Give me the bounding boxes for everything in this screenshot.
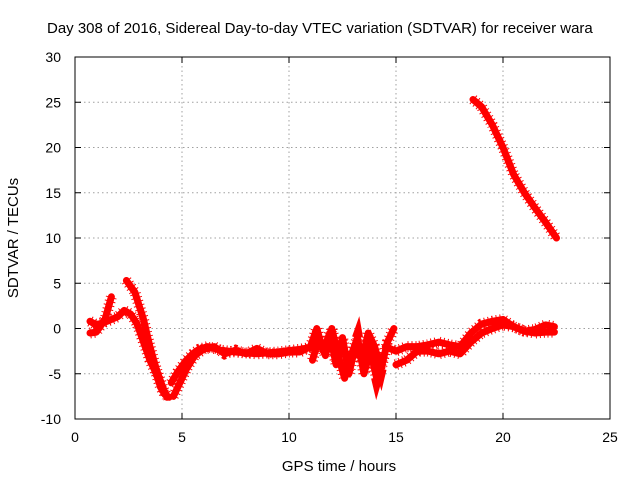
x-axis-label: GPS time / hours	[282, 458, 396, 475]
x-tick-label: 20	[495, 429, 511, 445]
y-tick-label: 20	[45, 140, 61, 156]
y-axis-label: SDTVAR / TECUs	[5, 178, 22, 298]
y-tick-label: 30	[45, 49, 61, 65]
y-tick-label: 0	[53, 321, 61, 337]
x-tick-label: 10	[281, 429, 297, 445]
series-band-g-markers	[307, 316, 389, 401]
series-band-e-markers	[166, 340, 312, 386]
y-tick-label: 10	[45, 230, 61, 246]
x-tick-label: 5	[178, 429, 186, 445]
chart-title: Day 308 of 2016, Sidereal Day-to-day VTE…	[47, 20, 593, 37]
x-tick-label: 0	[71, 429, 79, 445]
series-band-b	[86, 293, 115, 337]
series-band-c	[122, 277, 171, 401]
x-tick-label: 15	[388, 429, 404, 445]
series-band-i-markers	[393, 319, 555, 370]
series-band-j	[469, 96, 560, 242]
y-tick-label: -10	[41, 411, 61, 427]
y-tick-label: 5	[53, 275, 61, 291]
y-tick-label: 25	[45, 94, 61, 110]
x-tick-label: 25	[602, 429, 618, 445]
y-tick-label: 15	[45, 185, 61, 201]
y-tick-label: -5	[49, 366, 62, 382]
